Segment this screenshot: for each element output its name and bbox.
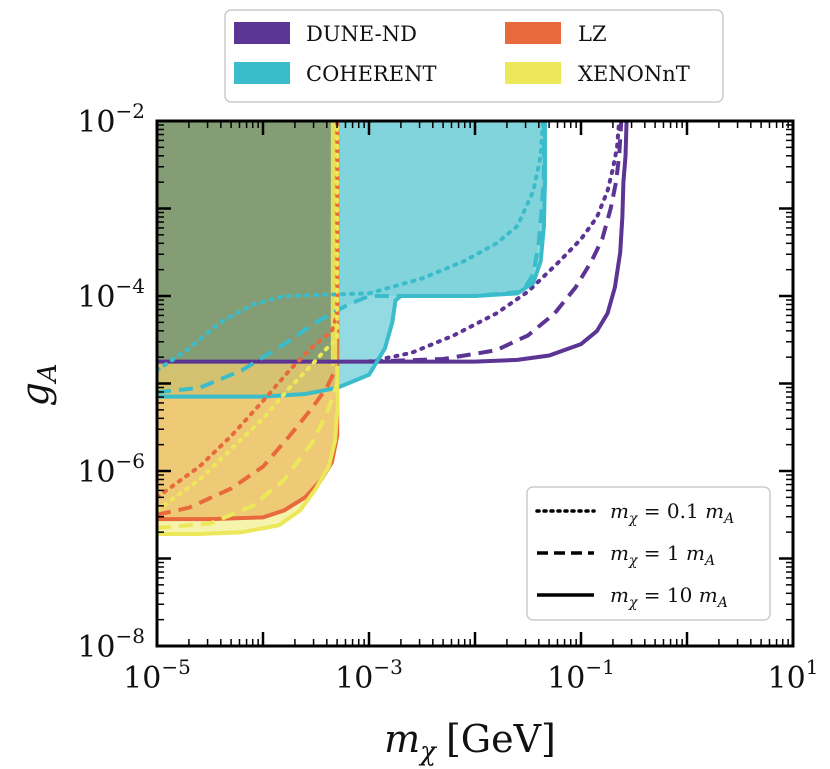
band-2	[330, 121, 338, 366]
y-axis-label: gA	[13, 363, 63, 406]
x-axis-var: m	[384, 717, 420, 761]
y-tick-label: 10−2	[77, 99, 145, 140]
x-tick-label: 10−5	[123, 655, 191, 696]
legend-label-xenon: XENONnT	[578, 62, 690, 86]
legend-swatch-dune	[234, 22, 290, 44]
legend-label-coherent: COHERENT	[306, 62, 436, 86]
legend-label-dune: DUNE-ND	[306, 22, 417, 46]
experiment-legend: DUNE-ND LZ COHERENT XENONnT	[224, 9, 724, 103]
style-legend: mχ = 0.1 mA mχ = 1 mA mχ = 10 mA	[526, 486, 771, 621]
series-line-xenonnt-solid	[157, 366, 340, 536]
y-tick-label: 10−4	[77, 274, 145, 315]
style-label-dashed: mχ = 1 mA	[610, 541, 715, 569]
series-line-dunend-dotted	[367, 121, 622, 364]
style-legend-frame	[526, 486, 771, 621]
x-tick-label: 101	[768, 655, 819, 696]
legend-swatch-lz	[505, 22, 561, 44]
series-line-xenonnt-dotted	[157, 121, 340, 513]
band-0	[157, 121, 338, 362]
series-line-lz-dashed	[157, 365, 339, 517]
y-tick-label: 10−8	[77, 624, 145, 665]
legend-swatch-coherent	[234, 62, 290, 84]
series-line-dunend-solid	[157, 121, 629, 364]
series-line-coherent-solid	[157, 121, 547, 399]
x-axis-sub: χ	[418, 737, 438, 767]
series-line-xenonnt-dashed	[157, 366, 340, 530]
y-axis-var: g	[13, 382, 57, 406]
series-line-coherent-dotted	[157, 121, 545, 373]
x-axis-label: mχ [GeV]	[384, 717, 556, 767]
y-axis-sub: A	[33, 363, 63, 384]
axes: 10−5 10−3 10−1 101 10−8 10−6 10−4 10−2	[77, 99, 818, 696]
style-label-solid: mχ = 10 mA	[610, 583, 728, 611]
y-tick-label: 10−6	[77, 449, 145, 490]
x-tick-label: 10−3	[335, 655, 403, 696]
x-tick-label: 10−1	[547, 655, 615, 696]
legend-swatch-xenon	[505, 62, 561, 84]
legend-label-lz: LZ	[578, 22, 607, 46]
plot-area	[157, 121, 629, 536]
series-line-coherent-dashed	[157, 121, 546, 395]
experiment-legend-frame	[224, 9, 724, 103]
series-line-dunend-dashed	[368, 121, 624, 364]
x-axis-unit: [GeV]	[446, 717, 556, 761]
style-label-dotted: mχ = 0.1 mA	[610, 499, 734, 527]
plot-series-group	[157, 121, 629, 536]
